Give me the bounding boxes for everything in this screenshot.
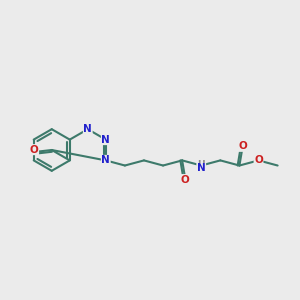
Text: N: N: [101, 135, 110, 145]
Text: O: O: [238, 141, 247, 151]
Text: N: N: [197, 164, 206, 173]
Text: H: H: [197, 160, 205, 169]
Text: N: N: [83, 124, 92, 134]
Text: O: O: [30, 145, 38, 155]
Text: O: O: [181, 175, 190, 184]
Text: N: N: [101, 155, 110, 165]
Text: O: O: [254, 155, 263, 165]
